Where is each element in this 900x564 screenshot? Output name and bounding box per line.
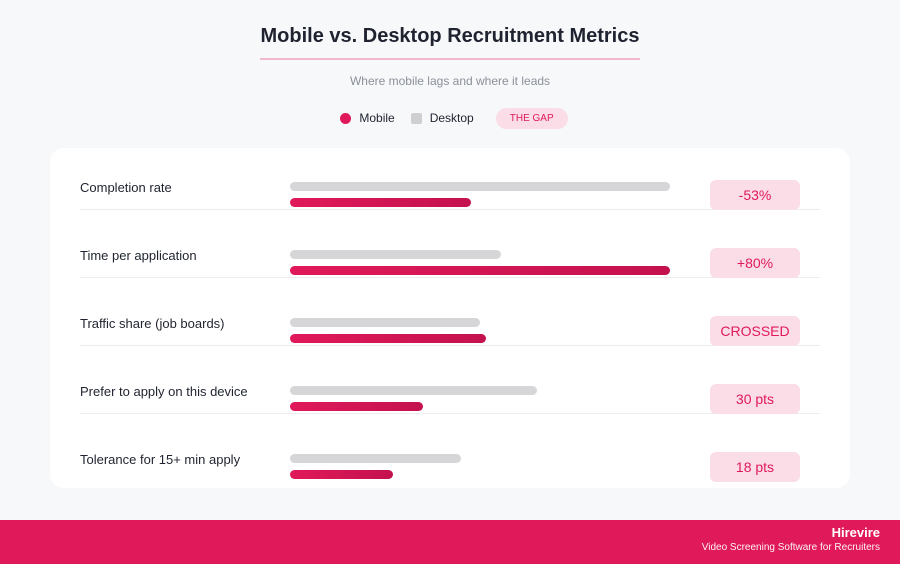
category-label: Tolerance for 15+ min apply (80, 452, 241, 467)
mobile-bar (290, 402, 423, 411)
chart-row: Traffic share (job boards) CROSSED (80, 278, 820, 346)
desktop-bar (290, 182, 670, 191)
chart-row: Tolerance for 15+ min apply 18 pts (80, 414, 820, 482)
footer-tagline: Video Screening Software for Recruiters (701, 542, 880, 553)
gap-badge: CROSSED (710, 316, 800, 346)
legend-desktop: Desktop (410, 111, 474, 125)
category-label: Time per application (80, 248, 197, 263)
category-label: Prefer to apply on this device (80, 384, 248, 399)
desktop-bar (290, 454, 461, 463)
mobile-bar (290, 198, 471, 207)
mobile-bar (290, 470, 393, 479)
desktop-bar (290, 250, 501, 259)
legend-gap-pill: THE GAP (495, 107, 568, 129)
category-label: Completion rate (80, 180, 172, 195)
gap-badge: +80% (710, 248, 800, 278)
chart-row: Prefer to apply on this device 30 pts (80, 346, 820, 414)
category-label: Traffic share (job boards) (80, 316, 225, 331)
legend-mobile-label: Mobile (359, 111, 395, 125)
chart-row: Time per application +80% (80, 210, 820, 278)
gap-badge: -53% (710, 180, 800, 210)
chart-row: Completion rate -53% (80, 148, 820, 210)
chart-card: Completion rate -53% Time per application +… (50, 148, 850, 488)
desktop-swatch-icon (410, 112, 422, 124)
gap-badge: 18 pts (710, 452, 800, 482)
desktop-bar (290, 318, 480, 327)
title-underline (260, 58, 640, 60)
legend: Mobile Desktop THE GAP (0, 107, 900, 129)
mobile-bar (290, 266, 670, 275)
gap-badge: 30 pts (710, 384, 800, 414)
legend-desktop-label: Desktop (429, 111, 474, 125)
desktop-bar (290, 386, 537, 395)
chart-title: Mobile vs. Desktop Recruitment Metrics (260, 25, 640, 47)
chart-subtitle: Where mobile lags and where it leads (349, 74, 551, 88)
mobile-swatch-icon (340, 112, 352, 124)
footer-brand: Hirevire (831, 525, 880, 540)
legend-mobile: Mobile (340, 111, 395, 125)
footer-bar: Hirevire Video Screening Software for Re… (0, 520, 900, 564)
mobile-bar (290, 334, 486, 343)
